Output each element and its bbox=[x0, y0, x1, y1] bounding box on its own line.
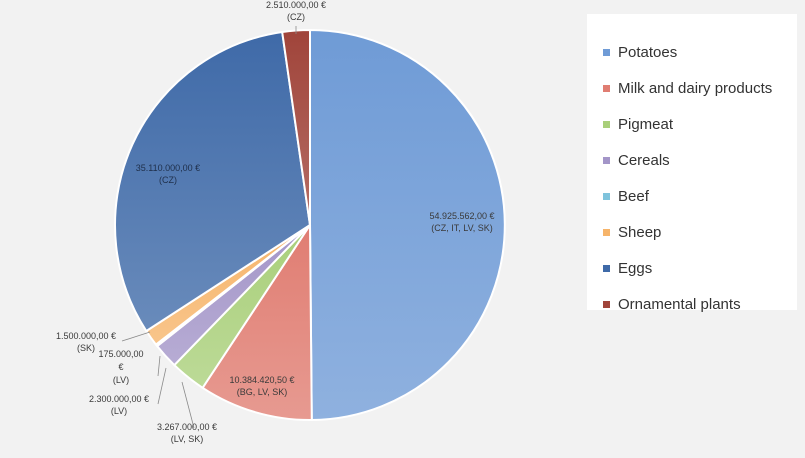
data-label-value: 1.500.000,00 € bbox=[56, 331, 116, 341]
pie-slice-milk-and-dairy-products bbox=[201, 221, 313, 421]
data-label-countries: (LV) bbox=[113, 375, 129, 385]
pie-slice-potatoes bbox=[309, 28, 506, 422]
data-label-countries: (CZ) bbox=[159, 175, 177, 185]
legend-swatch bbox=[603, 265, 610, 272]
legend-item-pigmeat: Pigmeat bbox=[603, 116, 673, 133]
legend-label: Potatoes bbox=[618, 44, 678, 61]
legend-item-sheep: Sheep bbox=[603, 224, 661, 241]
legend-label: Pigmeat bbox=[618, 116, 674, 133]
legend-item-ornamental-plants: Ornamental plants bbox=[603, 296, 741, 313]
leader-line bbox=[121, 331, 151, 342]
legend-swatch bbox=[603, 229, 610, 236]
data-label-value: 175.000,00 bbox=[98, 349, 143, 359]
leader-line bbox=[157, 355, 161, 377]
leader-line bbox=[157, 367, 167, 405]
legend-label: Ornamental plants bbox=[618, 296, 741, 313]
legend-swatch bbox=[603, 193, 610, 200]
data-label-value: 35.110.000,00 € bbox=[136, 163, 200, 173]
pie-slices bbox=[114, 28, 506, 422]
data-label-value: 2.300.000,00 € bbox=[89, 394, 149, 404]
legend-swatch bbox=[603, 85, 610, 92]
leader-lines bbox=[121, 26, 297, 429]
data-label-countries: (CZ) bbox=[287, 12, 305, 22]
data-label-countries: (CZ, IT, LV, SK) bbox=[431, 223, 493, 233]
data-label-countries: (BG, LV, SK) bbox=[237, 387, 288, 397]
data-label-countries: (SK) bbox=[77, 343, 95, 353]
data-labels: 54.925.562,00 € (CZ, IT, LV, SK) 10.384.42… bbox=[56, 0, 495, 444]
legend-swatch bbox=[603, 301, 610, 308]
legend-label: Cereals bbox=[618, 152, 670, 169]
data-label-value: 3.267.000,00 € bbox=[157, 422, 217, 432]
legend-label: Sheep bbox=[618, 224, 662, 241]
legend: Potatoes Milk and dairy products Pigmeat… bbox=[587, 14, 797, 313]
legend-item-potatoes: Potatoes bbox=[603, 44, 677, 61]
data-label-countries: (LV, SK) bbox=[171, 434, 204, 444]
legend-item-milk: Milk and dairy products bbox=[603, 80, 772, 97]
pie-slice-eggs bbox=[114, 30, 312, 333]
data-label-value: € bbox=[118, 362, 123, 372]
legend-item-eggs: Eggs bbox=[603, 260, 652, 277]
legend-swatch bbox=[603, 157, 610, 164]
data-label-value: 2.510.000,00 € bbox=[266, 0, 326, 10]
legend-label: Beef bbox=[618, 188, 649, 205]
legend-swatch bbox=[603, 49, 610, 56]
data-label-countries: (LV) bbox=[111, 406, 127, 416]
legend-label: Eggs bbox=[618, 260, 653, 277]
legend-item-beef: Beef bbox=[603, 188, 649, 205]
leader-line bbox=[181, 381, 195, 429]
data-label-value: 10.384.420,50 € bbox=[229, 375, 294, 385]
legend-item-cereals: Cereals bbox=[603, 152, 670, 169]
data-label-value: 54.925.562,00 € bbox=[429, 211, 494, 221]
legend-swatch bbox=[603, 121, 610, 128]
legend-label: Milk and dairy products bbox=[618, 80, 773, 97]
